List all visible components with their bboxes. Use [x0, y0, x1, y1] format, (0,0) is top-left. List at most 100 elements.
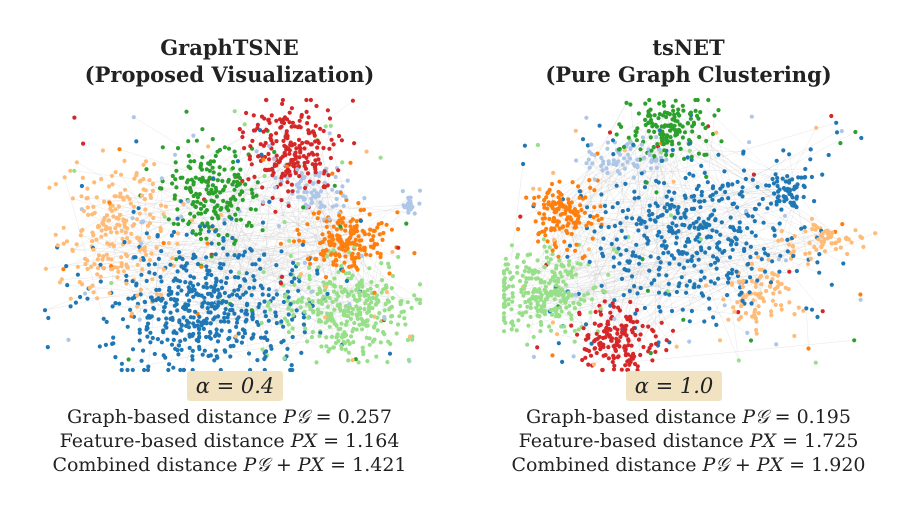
data-point: [520, 311, 525, 316]
data-point: [331, 142, 336, 147]
data-point: [548, 308, 553, 313]
data-point: [315, 291, 320, 297]
data-point: [803, 229, 808, 234]
data-point: [335, 334, 340, 339]
data-point: [542, 280, 547, 285]
data-point: [360, 345, 365, 350]
data-point: [375, 328, 380, 333]
data-point: [585, 143, 590, 148]
data-point: [111, 335, 116, 340]
data-point: [587, 178, 592, 183]
data-point: [662, 148, 667, 153]
data-point: [218, 190, 223, 195]
data-point: [309, 289, 314, 294]
data-point: [315, 268, 320, 273]
data-point: [109, 280, 114, 286]
data-point: [625, 141, 630, 147]
data-point: [299, 114, 304, 119]
data-point: [344, 319, 350, 324]
graph-edge: [172, 234, 380, 259]
data-point: [674, 128, 679, 133]
data-point: [400, 189, 405, 194]
data-point: [98, 279, 103, 284]
data-point: [146, 262, 151, 267]
data-point: [337, 213, 342, 218]
data-point: [332, 183, 337, 188]
data-point: [417, 297, 423, 302]
data-point: [304, 109, 309, 114]
data-point: [210, 183, 215, 188]
data-point: [171, 337, 176, 342]
data-point: [615, 327, 620, 332]
data-point: [634, 138, 639, 143]
data-point: [368, 286, 373, 291]
data-point: [557, 179, 562, 184]
data-point: [118, 191, 123, 196]
stat-combined-distance: Combined distance P𝒢 + PX = 1.421: [52, 454, 407, 476]
data-point: [406, 210, 411, 215]
data-point: [175, 308, 180, 313]
data-point: [673, 118, 678, 123]
data-point: [563, 298, 568, 303]
data-point: [266, 318, 271, 323]
data-point: [554, 209, 559, 214]
stat-graph-distance: Graph-based distance P𝒢 = 0.195: [526, 406, 851, 428]
data-point: [105, 241, 110, 246]
data-point: [260, 286, 265, 291]
data-point: [569, 323, 574, 328]
data-point: [285, 175, 290, 181]
graph-edge: [224, 165, 276, 314]
graph-edge: [630, 340, 855, 363]
data-point: [804, 306, 809, 311]
alpha-badge: α = 1.0: [626, 371, 722, 401]
data-point: [632, 361, 638, 367]
data-point: [628, 156, 633, 161]
data-point: [638, 332, 643, 337]
data-point: [573, 248, 578, 253]
data-point: [539, 322, 544, 327]
data-point: [585, 205, 590, 210]
data-point: [341, 203, 346, 209]
data-point: [322, 288, 327, 293]
data-point: [308, 97, 313, 103]
data-point: [246, 351, 252, 356]
data-point: [685, 155, 690, 160]
data-point: [531, 354, 536, 359]
data-point: [547, 216, 552, 222]
data-point: [247, 220, 252, 225]
data-point: [639, 218, 644, 223]
data-point: [222, 167, 227, 172]
data-point: [564, 228, 569, 233]
alpha-badge: α = 0.4: [187, 371, 283, 401]
data-point: [234, 338, 239, 344]
data-point: [573, 128, 578, 133]
graph-edge: [319, 128, 339, 297]
data-point: [107, 291, 112, 296]
data-point: [158, 274, 163, 280]
data-point: [316, 179, 321, 184]
data-point: [858, 292, 863, 297]
data-point: [381, 230, 386, 236]
data-point: [639, 142, 644, 147]
data-point: [354, 327, 359, 332]
data-point: [506, 297, 511, 302]
data-point: [184, 323, 189, 328]
data-point: [395, 210, 400, 215]
data-point: [828, 234, 833, 240]
data-point: [386, 339, 391, 344]
data-point: [349, 289, 354, 294]
data-point: [285, 168, 290, 173]
data-point: [630, 253, 635, 258]
data-point: [309, 335, 314, 340]
data-point: [237, 270, 242, 275]
data-point: [346, 314, 351, 319]
data-point: [114, 216, 119, 221]
data-point: [297, 118, 302, 123]
data-point: [279, 179, 284, 184]
data-point: [584, 223, 589, 228]
data-point: [248, 144, 253, 149]
data-point: [534, 305, 539, 310]
data-point: [698, 110, 703, 115]
data-point: [231, 159, 236, 165]
data-point: [351, 293, 356, 299]
